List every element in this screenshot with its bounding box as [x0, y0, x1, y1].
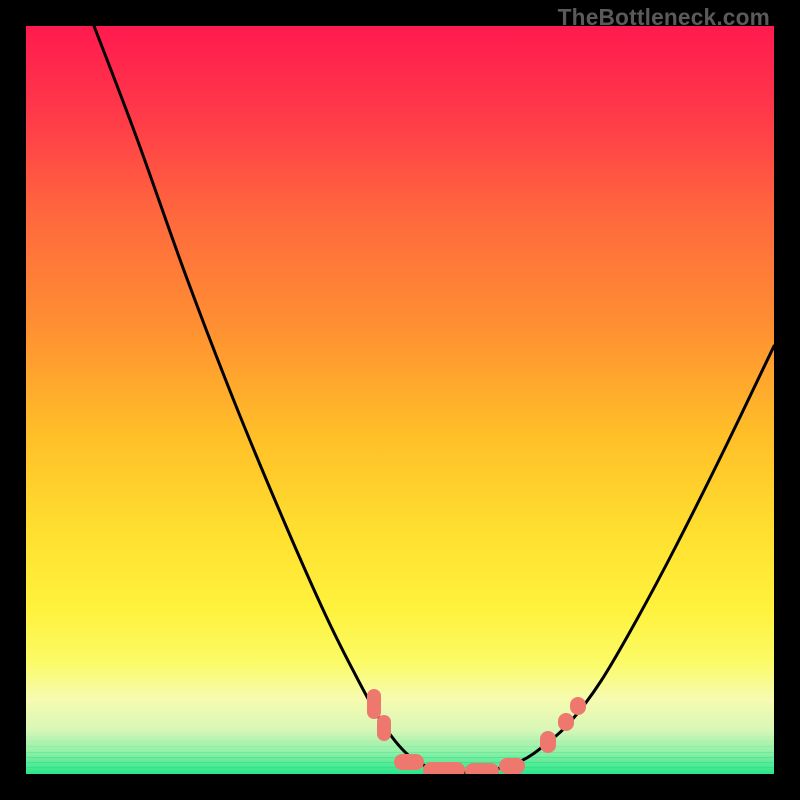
data-bead	[394, 754, 424, 770]
green-band	[26, 736, 774, 737]
data-bead	[540, 731, 556, 753]
data-bead	[423, 762, 465, 774]
data-bead	[465, 763, 499, 774]
watermark-text: TheBottleneck.com	[558, 4, 770, 31]
data-bead	[367, 689, 381, 719]
data-bead	[377, 715, 391, 741]
data-bead	[570, 697, 586, 715]
green-band	[26, 741, 774, 742]
data-bead	[499, 758, 525, 774]
plot-area	[26, 26, 774, 774]
data-bead	[558, 713, 574, 731]
green-band	[26, 752, 774, 753]
green-band	[26, 746, 774, 747]
gradient-background	[26, 26, 774, 774]
